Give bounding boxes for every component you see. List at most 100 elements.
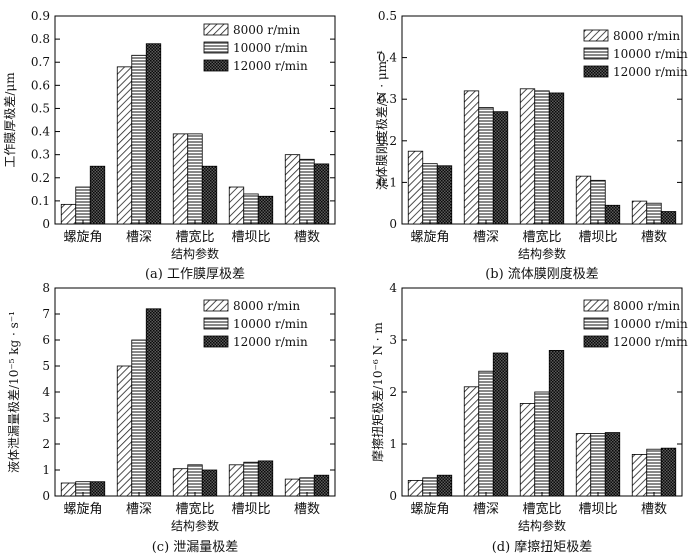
y-tick-label: 0.8 [31, 32, 50, 46]
legend-label-10000: 10000 r/min [233, 317, 308, 331]
panel-c: 液体泄漏量极差/10⁻⁵ kg · s⁻¹ 结构参数 (c) 泄漏量极差 800… [6, 281, 336, 555]
legend-label-8000: 8000 r/min [613, 299, 680, 313]
legend-swatch-10000 [203, 41, 229, 54]
y-tick-label: 0.3 [378, 92, 397, 106]
y-tick-label: 0.6 [31, 78, 50, 92]
y-tick-label: 0 [389, 489, 397, 503]
y-tick-label: 3 [389, 333, 397, 347]
x-category-label: 槽宽比 [522, 501, 561, 517]
x-category-label: 槽坝比 [578, 502, 617, 517]
y-axis-label: 工作膜厚极差/μm [3, 72, 17, 168]
bar-8000 [631, 200, 648, 225]
bar-8000 [519, 88, 536, 225]
bar-10000 [75, 186, 91, 225]
bar-8000 [60, 482, 77, 497]
x-category-label: 槽数 [294, 230, 320, 245]
x-axis-label: 结构参数 [171, 246, 219, 261]
bar-8000 [284, 478, 301, 497]
panel-caption: (a) 工作膜厚极差 [145, 267, 245, 282]
bar-12000 [89, 165, 106, 225]
bar-8000 [228, 186, 245, 225]
x-category-label: 槽数 [641, 502, 667, 517]
panel-caption: (b) 流体膜刚度极差 [485, 266, 599, 282]
bar-8000 [631, 453, 648, 497]
legend-label-8000: 8000 r/min [613, 29, 680, 43]
x-category-label: 螺旋角 [410, 502, 449, 517]
x-category-label: 槽宽比 [175, 229, 214, 245]
y-tick-label: 0.5 [378, 9, 397, 23]
x-category-label: 槽数 [641, 230, 667, 245]
y-axis-label: 液体泄漏量极差/10⁻⁵ kg · s⁻¹ [6, 311, 21, 473]
bar-12000 [257, 195, 274, 225]
y-tick-label: 2 [389, 385, 397, 399]
y-tick-label: 0 [389, 217, 397, 231]
x-category-label: 槽坝比 [578, 230, 617, 245]
bar-8000 [172, 468, 189, 497]
bar-8000 [519, 403, 536, 497]
bar-8000 [228, 464, 245, 497]
bar-8000 [575, 433, 592, 497]
bar-12000 [145, 43, 162, 225]
x-category-label: 槽深 [473, 230, 499, 245]
legend-label-10000: 10000 r/min [613, 317, 688, 331]
legend-label-8000: 8000 r/min [233, 23, 300, 37]
y-tick-label: 0.2 [31, 171, 50, 185]
y-tick-label: 0.7 [31, 55, 50, 69]
bar-8000 [407, 150, 424, 225]
bar-8000 [284, 154, 301, 225]
bar-10000 [131, 54, 147, 225]
bar-12000 [492, 352, 509, 497]
bar-8000 [172, 133, 189, 225]
bar-8000 [60, 203, 77, 225]
y-tick-label: 0.3 [31, 148, 50, 162]
x-category-label: 槽宽比 [175, 501, 214, 517]
legend-swatch-12000 [583, 335, 609, 348]
legend-swatch-8000 [203, 299, 229, 312]
x-axis-label: 结构参数 [518, 518, 566, 533]
bar-12000 [604, 432, 621, 497]
panel-a: 工作膜厚极差/μm 结构参数 (a) 工作膜厚极差 8000 r/min 100… [3, 9, 336, 282]
bar-10000 [243, 193, 259, 225]
x-category-label: 槽宽比 [522, 229, 561, 245]
bar-10000 [478, 107, 494, 225]
x-category-label: 槽数 [294, 502, 320, 517]
panel-d: 摩擦扭矩极差/10⁻⁶ N · m 结构参数 (d) 摩擦扭矩极差 8000 r… [370, 281, 688, 555]
bar-12000 [492, 111, 509, 225]
y-tick-label: 0.9 [31, 9, 50, 23]
legend-swatch-10000 [583, 47, 609, 60]
legend-label-12000: 12000 r/min [233, 335, 308, 349]
legend-swatch-10000 [203, 317, 229, 330]
panel-caption: (d) 摩擦扭矩极差 [492, 539, 593, 555]
bar-12000 [89, 481, 106, 497]
legend-label-10000: 10000 r/min [233, 41, 308, 55]
y-tick-label: 0.2 [378, 134, 397, 148]
bar-12000 [548, 349, 565, 497]
bar-8000 [575, 175, 592, 225]
bar-10000 [534, 90, 550, 225]
y-tick-label: 5 [42, 359, 50, 373]
bar-12000 [257, 460, 274, 497]
bar-12000 [145, 308, 162, 497]
bar-12000 [660, 211, 677, 225]
legend-label-8000: 8000 r/min [233, 299, 300, 313]
legend-swatch-10000 [583, 317, 609, 330]
y-tick-label: 0.4 [378, 51, 397, 65]
panel-b: 流体膜刚度极差/N · μm⁻¹ 结构参数 (b) 流体膜刚度极差 8000 r… [374, 9, 688, 282]
legend-swatch-8000 [583, 299, 609, 312]
bar-12000 [548, 92, 565, 225]
bar-10000 [478, 370, 494, 497]
bar-12000 [436, 165, 453, 225]
x-category-label: 螺旋角 [410, 230, 449, 245]
panel-caption: (c) 泄漏量极差 [152, 539, 239, 555]
x-category-label: 槽深 [126, 230, 152, 245]
y-tick-label: 7 [42, 307, 50, 321]
y-tick-label: 0 [42, 217, 50, 231]
bar-12000 [660, 447, 677, 497]
bar-10000 [243, 461, 259, 497]
y-axis-label: 流体膜刚度极差/N · μm⁻¹ [374, 50, 389, 190]
y-tick-label: 0 [42, 489, 50, 503]
bar-10000 [646, 448, 662, 497]
bar-8000 [116, 365, 133, 497]
bar-10000 [534, 391, 550, 497]
